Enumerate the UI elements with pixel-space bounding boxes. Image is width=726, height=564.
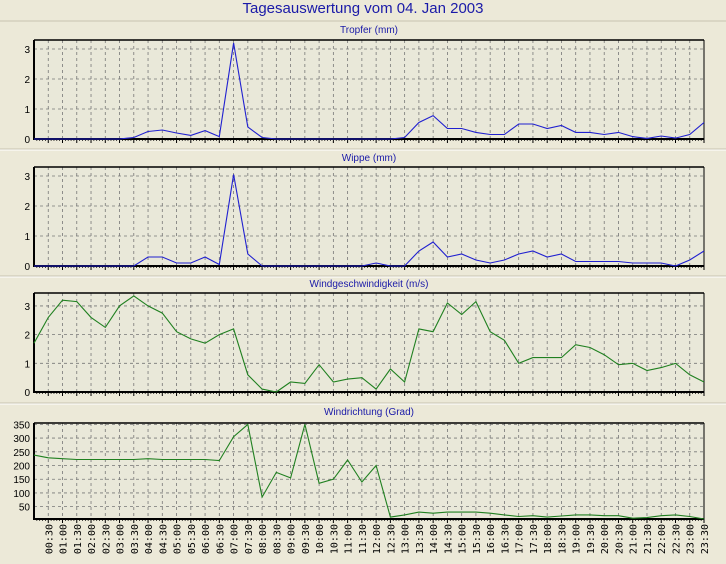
x-tick-label: 22:00 <box>657 524 668 554</box>
panel-title: Windgeschwindigkeit (m/s) <box>310 279 429 290</box>
x-tick-label: 15:30 <box>472 524 483 554</box>
panel-3: Windgeschwindigkeit (m/s) 0 1 2 3 <box>24 279 705 399</box>
x-tick-label: 15:00 <box>458 524 469 554</box>
x-tick-label: 14:00 <box>429 524 440 554</box>
panel-1: Tropfer (mm) 0 1 2 3 <box>24 25 705 146</box>
x-tick-label: 16:30 <box>500 524 511 554</box>
x-tick-label: 16:00 <box>486 524 497 554</box>
x-tick-label: 07:00 <box>230 524 241 554</box>
series-line <box>34 174 705 267</box>
x-tick-label: 18:30 <box>557 524 568 554</box>
x-tick-label: 08:30 <box>272 524 283 554</box>
x-tick-label: 02:00 <box>87 524 98 554</box>
series-line <box>34 42 705 140</box>
x-tick-label: 11:00 <box>344 524 355 554</box>
x-tick-label: 02:30 <box>101 524 112 554</box>
series-line <box>33 295 705 393</box>
x-tick-label: 05:30 <box>187 524 198 554</box>
x-tick-label: 05:00 <box>173 524 184 554</box>
x-tick-label: 03:30 <box>130 524 141 554</box>
y-tick-label: 350 <box>13 420 30 431</box>
y-tick-label: 3 <box>24 45 30 56</box>
x-tick-label: 09:30 <box>301 524 312 554</box>
plot-background <box>34 423 704 519</box>
series-line <box>33 423 705 520</box>
x-tick-label: 21:30 <box>643 524 654 554</box>
y-tick-label: 2 <box>24 75 30 86</box>
panel-2: Wippe (mm) 0 1 2 3 <box>24 153 705 273</box>
x-tick-label: 12:30 <box>386 524 397 554</box>
x-tick-label: 12:00 <box>372 524 383 554</box>
x-tick-label: 00:30 <box>44 524 55 554</box>
y-tick-label: 3 <box>24 172 30 183</box>
panel-4: Windrichtung (Grad) 50 100 150 200 250 300 350 <box>13 407 705 523</box>
panel-title: Windrichtung (Grad) <box>324 407 414 418</box>
y-tick-label: 0 <box>24 262 30 273</box>
y-tick-label: 200 <box>13 462 30 473</box>
y-tick-label: 3 <box>24 302 30 313</box>
x-tick-label: 10:30 <box>329 524 340 554</box>
x-tick-label: 19:00 <box>572 524 583 554</box>
y-tick-label: 50 <box>19 503 31 514</box>
x-tick-label: 20:00 <box>600 524 611 554</box>
x-tick-label: 04:00 <box>144 524 155 554</box>
x-tick-label: 21:00 <box>629 524 640 554</box>
x-tick-label: 06:30 <box>215 524 226 554</box>
y-tick-label: 150 <box>13 475 30 486</box>
y-tick-label: 2 <box>24 202 30 213</box>
x-tick-label: 23:30 <box>700 524 711 554</box>
x-tick-label: 17:00 <box>515 524 526 554</box>
x-tick-label: 18:00 <box>543 524 554 554</box>
x-tick-label: 01:00 <box>59 524 70 554</box>
x-tick-label: 09:00 <box>287 524 298 554</box>
x-tick-label: 14:30 <box>443 524 454 554</box>
x-tick-label: 03:00 <box>116 524 127 554</box>
plot-background <box>34 293 704 392</box>
x-tick-label: 19:30 <box>586 524 597 554</box>
x-tick-label: 11:30 <box>358 524 369 554</box>
y-tick-label: 1 <box>24 105 30 116</box>
plot-background <box>34 167 704 266</box>
panel-title: Tropfer (mm) <box>340 25 398 36</box>
y-tick-label: 2 <box>24 331 30 342</box>
x-tick-label: 07:30 <box>244 524 255 554</box>
x-tick-label: 23:00 <box>686 524 697 554</box>
x-tick-label: 08:00 <box>258 524 269 554</box>
main-title: Tagesauswertung vom 04. Jan 2003 <box>242 0 484 17</box>
panel-title: Wippe (mm) <box>342 153 396 164</box>
y-tick-label: 100 <box>13 489 30 500</box>
y-tick-label: 0 <box>24 388 30 399</box>
y-tick-label: 0 <box>24 135 30 146</box>
x-tick-label: 17:30 <box>529 524 540 554</box>
y-tick-label: 1 <box>24 232 30 243</box>
x-tick-label: 13:00 <box>401 524 412 554</box>
x-tick-label: 20:30 <box>614 524 625 554</box>
y-tick-label: 1 <box>24 359 30 370</box>
x-tick-label: 10:00 <box>315 524 326 554</box>
x-tick-label: 13:30 <box>415 524 426 554</box>
x-tick-label: 22:30 <box>671 524 682 554</box>
y-tick-label: 250 <box>13 448 30 459</box>
y-tick-label: 300 <box>13 434 30 445</box>
x-tick-label: 01:30 <box>73 524 84 554</box>
x-tick-label: 04:30 <box>158 524 169 554</box>
x-tick-label: 06:00 <box>201 524 212 554</box>
plot-background <box>34 40 704 139</box>
